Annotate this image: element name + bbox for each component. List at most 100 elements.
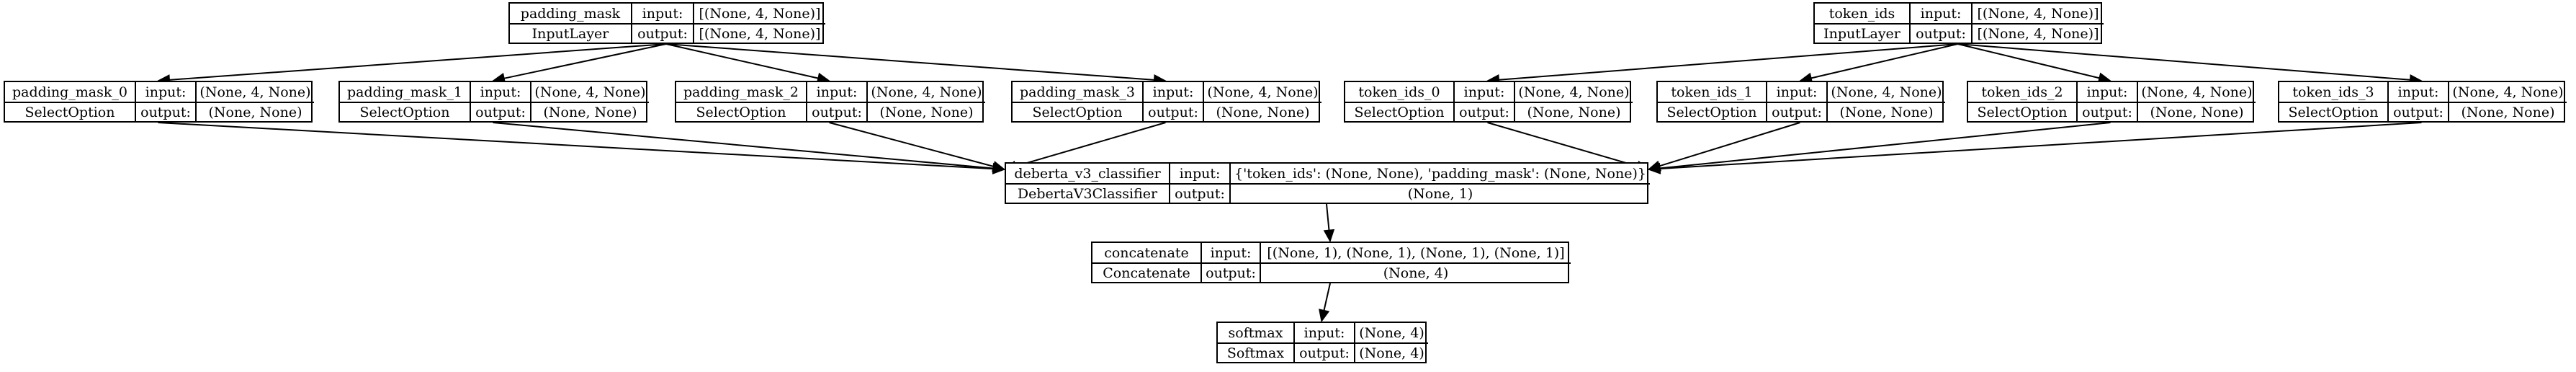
input-label: input: [1909,4,1971,23]
layer-type: SelectOption [1658,102,1766,121]
layer-type: InputLayer [1815,23,1909,43]
input-label: input: [1453,82,1514,102]
output-label: output: [1169,183,1229,203]
layer-type: DebertaV3Classifier [1006,183,1169,203]
edge-token-ids-to-token-ids-2 [1957,43,2100,79]
arrowhead-icon [1647,163,1661,174]
output-label: output: [1453,102,1514,121]
layer-type: SelectOption [1013,102,1142,121]
input-shape: [(None, 1), (None, 1), (None, 1), (None,… [1260,243,1571,262]
layer-name: padding_mask_2 [683,84,799,100]
output-label: output: [631,23,693,43]
layer-name: deberta_v3_classifier [1014,165,1161,182]
input-shape: (None, 4) [1354,323,1428,342]
input-label: input: [1766,82,1826,102]
output-shape: (None, None) [866,102,985,121]
input-label: input: [470,82,530,102]
edge-padding-mask-to-padding-mask-3 [665,43,1154,81]
layer-node-concatenate: concatenate input: [(None, 1), (None, 1), … [1091,242,1571,283]
layer-type: SelectOption [676,102,806,121]
layer-name: token_ids_1 [1671,84,1753,100]
layer-name: padding_mask [520,5,621,22]
layer-type: InputLayer [510,23,631,43]
layer-node-padding-mask: padding_mask input: [(None, 4, None)] Input… [508,2,825,44]
input-label: input: [1142,82,1203,102]
layer-node-token-ids: token_ids input: [(None, 4, None)] InputLay… [1813,2,2104,44]
layer-node-token-ids-2: token_ids_2 input: (None, 4, None) SelectOp… [1967,81,2256,123]
input-label: input: [2076,82,2137,102]
layer-type: SelectOption [1345,102,1453,121]
layer-node-token-ids-0: token_ids_0 input: (None, 4, None) SelectOp… [1344,81,1633,123]
output-shape: (None, None) [1203,102,1321,121]
layer-name: token_ids_2 [1981,84,2063,100]
layer-name: token_ids_0 [1358,84,1440,100]
output-shape: [(None, 4, None)] [1971,23,2104,43]
edge-token-ids-to-token-ids-3 [1957,43,2410,81]
edge-token-ids-3-to-deberta-v3-classifier [1659,122,2422,170]
output-shape: (None, None) [195,102,314,121]
input-shape: (None, 4, None) [2137,82,2256,102]
output-shape: (None, 4) [1260,262,1571,282]
layer-node-token-ids-3: token_ids_3 input: (None, 4, None) SelectOp… [2278,81,2567,123]
layer-name: padding_mask_1 [347,84,462,100]
input-shape: (None, 4, None) [530,82,649,102]
layer-name: token_ids [1828,5,1895,22]
output-label: output: [1201,262,1260,282]
input-label: input: [1169,164,1229,183]
arrowhead-icon [992,161,1006,172]
input-shape: [(None, 4, None)] [1971,4,2104,23]
arrowhead-icon [1319,309,1330,323]
input-shape: (None, 4, None) [2448,82,2567,102]
edge-padding-mask-2-to-deberta-v3-classifier [829,122,994,167]
edge-padding-mask-to-padding-mask-1 [503,43,667,79]
output-label: output: [470,102,530,121]
output-label: output: [135,102,195,121]
input-label: input: [2387,82,2448,102]
input-shape: [(None, 4, None)] [693,4,825,23]
output-label: output: [2387,102,2448,121]
edge-padding-mask-3-to-deberta-v3-classifier [1015,122,1166,167]
edge-token-ids-2-to-deberta-v3-classifier [1659,122,2111,169]
input-shape: (None, 4, None) [195,82,314,102]
edge-concatenate-to-softmax [1323,283,1331,311]
layer-node-softmax: softmax input: (None, 4) Softmax output: (Non… [1216,322,1428,363]
edge-padding-mask-to-padding-mask-0 [169,43,667,81]
layer-type: SelectOption [1968,102,2076,121]
output-label: output: [1909,23,1971,43]
edge-deberta-v3-classifier-to-concatenate [1326,203,1330,231]
output-label: output: [2076,102,2137,121]
input-shape: (None, 4, None) [1203,82,1321,102]
edge-token-ids-to-token-ids-1 [1810,43,1958,79]
layer-node-padding-mask-3: padding_mask_3 input: (None, 4, None) Selec… [1011,81,1321,123]
output-label: output: [1142,102,1203,121]
layer-type: Concatenate [1092,262,1201,282]
input-shape: (None, 4, None) [866,82,985,102]
output-shape: (None, 4) [1354,342,1428,362]
output-shape: (None, None) [1514,102,1633,121]
output-shape: (None, None) [2137,102,2256,121]
edge-padding-mask-1-to-deberta-v3-classifier [493,122,994,169]
layer-type: Softmax [1218,342,1293,362]
edge-padding-mask-to-padding-mask-2 [665,43,819,79]
layer-name: softmax [1228,324,1283,341]
output-label: output: [806,102,866,121]
edge-padding-mask-0-to-deberta-v3-classifier [158,122,994,170]
layer-node-padding-mask-0: padding_mask_0 input: (None, 4, None) Selec… [4,81,314,123]
output-label: output: [1293,342,1354,362]
input-shape: {'token_ids': (None, None), 'padding_mas… [1229,164,1650,183]
layer-type: SelectOption [2279,102,2387,121]
edge-token-ids-1-to-deberta-v3-classifier [1659,122,1800,167]
output-shape: (None, 1) [1229,183,1650,203]
layer-node-deberta-v3-classifier: deberta_v3_classifier input: {'token_ids':… [1005,162,1650,204]
layer-name: token_ids_3 [2292,84,2374,100]
layer-type: SelectOption [5,102,135,121]
edge-token-ids-0-to-deberta-v3-classifier [1487,122,1638,167]
input-label: input: [1293,323,1354,342]
input-shape: (None, 4, None) [1514,82,1633,102]
output-shape: [(None, 4, None)] [693,23,825,43]
input-label: input: [1201,243,1260,262]
output-label: output: [1766,102,1826,121]
input-label: input: [806,82,866,102]
layer-name: concatenate [1104,244,1189,261]
